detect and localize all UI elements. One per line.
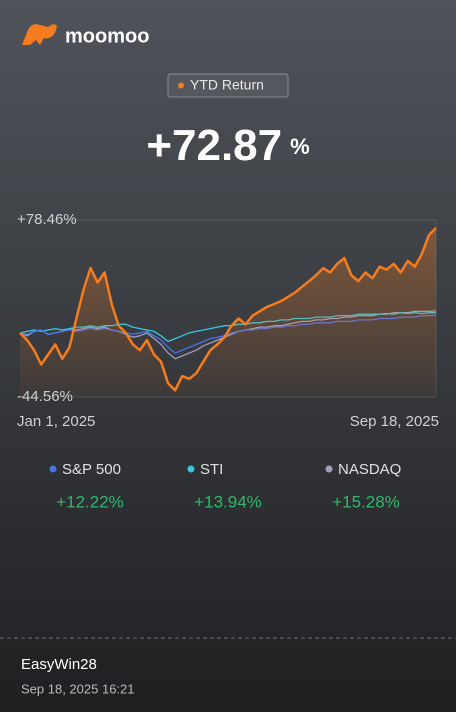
headline-value: +72.87 xyxy=(146,121,282,170)
legend-name: STI xyxy=(200,461,223,478)
logo xyxy=(22,24,57,45)
headline-unit: % xyxy=(290,134,310,159)
legend-name: NASDAQ xyxy=(338,461,401,478)
legend-dot xyxy=(187,465,195,473)
badge-dot xyxy=(178,82,184,89)
timestamp: Sep 18, 2025 16:21 xyxy=(21,681,135,696)
area xyxy=(20,228,436,397)
brand: moomoo xyxy=(65,25,149,47)
legend-dot xyxy=(325,465,333,473)
line xyxy=(19,227,437,392)
legend-dot xyxy=(49,465,57,473)
legend-name: S&P 500 xyxy=(62,461,121,478)
badge-label: YTD Return xyxy=(190,77,264,93)
legend-return: +12.22% xyxy=(56,492,124,511)
x-tick-label: Sep 18, 2025 xyxy=(350,413,439,430)
user-name: EasyWin28 xyxy=(21,656,97,673)
y-tick-label: +78.46% xyxy=(17,211,77,228)
legend-return: +15.28% xyxy=(332,492,400,511)
headline: +72.87% xyxy=(146,121,309,170)
badge xyxy=(167,73,289,98)
legend-return: +13.94% xyxy=(194,492,262,511)
x-tick-label: Jan 1, 2025 xyxy=(17,413,95,430)
